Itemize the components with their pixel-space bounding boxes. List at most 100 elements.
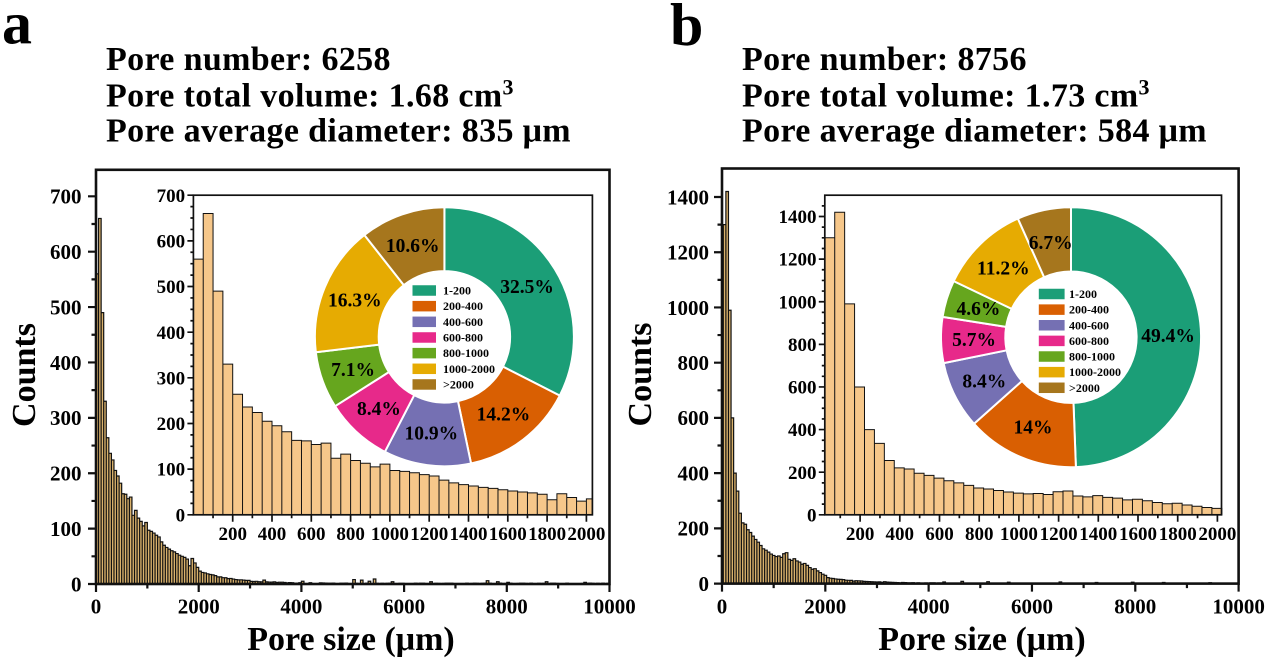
svg-text:b: b — [670, 0, 703, 58]
svg-text:800: 800 — [336, 524, 365, 545]
svg-text:0: 0 — [71, 572, 82, 596]
svg-text:2000: 2000 — [178, 595, 220, 619]
svg-text:Counts: Counts — [622, 323, 659, 427]
svg-text:Pore average diameter: 835 μm: Pore average diameter: 835 μm — [106, 112, 571, 149]
svg-text:200: 200 — [678, 517, 710, 541]
svg-text:600: 600 — [678, 406, 710, 430]
svg-text:8.4%: 8.4% — [357, 399, 401, 420]
svg-text:7.1%: 7.1% — [331, 360, 375, 381]
svg-text:1400: 1400 — [1079, 524, 1117, 545]
svg-text:600: 600 — [788, 378, 817, 399]
svg-text:800-1000: 800-1000 — [443, 346, 489, 360]
svg-text:>2000: >2000 — [1069, 381, 1100, 395]
svg-text:1200: 1200 — [1040, 524, 1078, 545]
svg-text:10.6%: 10.6% — [386, 236, 440, 257]
svg-text:10000: 10000 — [1212, 595, 1265, 619]
svg-text:Pore total volume: 1.73 cm3: Pore total volume: 1.73 cm3 — [742, 75, 1150, 115]
svg-text:600: 600 — [925, 524, 954, 545]
svg-text:600: 600 — [157, 232, 186, 253]
svg-text:6000: 6000 — [383, 595, 425, 619]
svg-text:14.2%: 14.2% — [477, 405, 531, 426]
svg-text:0: 0 — [717, 595, 728, 619]
svg-text:6000: 6000 — [1011, 595, 1053, 619]
svg-text:1400: 1400 — [667, 185, 709, 209]
svg-text:200-400: 200-400 — [443, 299, 483, 313]
svg-text:8000: 8000 — [486, 595, 528, 619]
svg-text:1-200: 1-200 — [1069, 287, 1097, 301]
svg-text:400: 400 — [50, 351, 82, 375]
svg-text:400: 400 — [788, 420, 817, 441]
svg-text:800: 800 — [965, 524, 994, 545]
svg-text:1000: 1000 — [1000, 524, 1038, 545]
svg-text:400: 400 — [886, 524, 915, 545]
svg-text:1800: 1800 — [1159, 524, 1197, 545]
svg-text:Pore total volume: 1.68 cm3: Pore total volume: 1.68 cm3 — [106, 75, 514, 115]
svg-text:200: 200 — [50, 462, 82, 486]
svg-text:200: 200 — [846, 524, 875, 545]
svg-text:Pore number: 6258: Pore number: 6258 — [106, 41, 391, 78]
svg-text:400: 400 — [157, 323, 186, 344]
svg-text:Pore average diameter: 584 μm: Pore average diameter: 584 μm — [742, 112, 1207, 149]
svg-text:800: 800 — [788, 335, 817, 356]
svg-text:800-1000: 800-1000 — [1069, 350, 1115, 364]
svg-text:16.3%: 16.3% — [328, 291, 382, 312]
svg-text:200: 200 — [788, 463, 817, 484]
svg-text:Pore size (μm): Pore size (μm) — [247, 621, 454, 658]
svg-text:400-600: 400-600 — [443, 315, 483, 329]
svg-text:500: 500 — [50, 295, 82, 319]
svg-text:1000: 1000 — [779, 292, 817, 313]
svg-text:2000: 2000 — [804, 595, 846, 619]
svg-text:1800: 1800 — [528, 524, 566, 545]
svg-text:10000: 10000 — [583, 595, 636, 619]
svg-text:1000: 1000 — [371, 524, 409, 545]
svg-text:100: 100 — [50, 517, 82, 541]
svg-text:1200: 1200 — [410, 524, 448, 545]
svg-text:6.7%: 6.7% — [1029, 233, 1073, 254]
svg-text:600: 600 — [297, 524, 326, 545]
svg-text:1000: 1000 — [667, 296, 709, 320]
svg-text:200: 200 — [157, 414, 186, 435]
svg-text:400-600: 400-600 — [1069, 318, 1109, 332]
svg-text:300: 300 — [50, 406, 82, 430]
svg-text:200: 200 — [218, 524, 247, 545]
svg-text:0: 0 — [91, 595, 102, 619]
svg-text:10.9%: 10.9% — [404, 424, 458, 445]
svg-text:11.2%: 11.2% — [977, 259, 1030, 280]
svg-text:1000-2000: 1000-2000 — [1069, 365, 1121, 379]
svg-text:8.4%: 8.4% — [962, 372, 1006, 393]
svg-text:14%: 14% — [1014, 417, 1053, 438]
svg-text:2000: 2000 — [567, 524, 605, 545]
svg-text:5.7%: 5.7% — [952, 330, 996, 351]
svg-text:100: 100 — [157, 460, 186, 481]
svg-text:600-800: 600-800 — [443, 331, 483, 345]
svg-text:700: 700 — [50, 185, 82, 209]
svg-text:8000: 8000 — [1114, 595, 1156, 619]
svg-text:800: 800 — [678, 351, 710, 375]
svg-text:4000: 4000 — [908, 595, 950, 619]
svg-text:1600: 1600 — [1119, 524, 1157, 545]
svg-text:400: 400 — [258, 524, 287, 545]
svg-text:32.5%: 32.5% — [500, 277, 554, 298]
svg-text:1-200: 1-200 — [443, 284, 471, 298]
svg-text:4000: 4000 — [280, 595, 322, 619]
svg-text:1400: 1400 — [779, 207, 817, 228]
svg-text:0: 0 — [807, 505, 817, 526]
svg-text:4.6%: 4.6% — [956, 299, 1000, 320]
svg-text:0: 0 — [699, 572, 710, 596]
svg-text:500: 500 — [157, 277, 186, 298]
svg-text:200-400: 200-400 — [1069, 303, 1109, 317]
svg-text:600: 600 — [50, 240, 82, 264]
svg-text:1600: 1600 — [489, 524, 527, 545]
svg-text:2000: 2000 — [1198, 524, 1236, 545]
svg-text:a: a — [2, 0, 32, 57]
svg-text:600-800: 600-800 — [1069, 334, 1109, 348]
svg-text:1200: 1200 — [667, 241, 709, 265]
svg-text:Pore number: 8756: Pore number: 8756 — [742, 41, 1027, 78]
svg-text:700: 700 — [157, 186, 186, 207]
svg-text:49.4%: 49.4% — [1141, 326, 1195, 347]
svg-text:Counts: Counts — [6, 323, 43, 427]
svg-text:400: 400 — [678, 461, 710, 485]
svg-text:0: 0 — [176, 505, 186, 526]
svg-text:300: 300 — [157, 368, 186, 389]
svg-text:1200: 1200 — [779, 250, 817, 271]
